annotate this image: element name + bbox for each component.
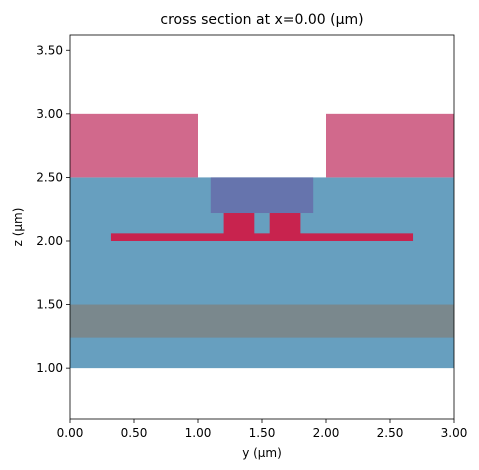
x-tick-label: 1.00 <box>185 426 212 440</box>
region-pad-right <box>326 113 454 178</box>
region-pad-left <box>70 113 198 178</box>
y-tick-label: 1.50 <box>36 298 63 312</box>
chart-title: cross section at x=0.00 (μm) <box>160 12 363 28</box>
y-tick-label: 2.00 <box>36 234 63 248</box>
x-tick-label: 2.00 <box>313 426 340 440</box>
region-trench <box>210 177 314 214</box>
x-tick-label: 1.50 <box>249 426 276 440</box>
x-ticks: 0.00 0.50 1.00 1.50 2.00 2.50 3.00 <box>57 419 468 440</box>
region-slab <box>110 233 414 241</box>
region-box-layer <box>70 304 454 338</box>
x-tick-label: 3.00 <box>441 426 468 440</box>
region-rib-left <box>223 213 255 241</box>
regions-layer <box>70 113 454 369</box>
x-axis-label: y (μm) <box>242 446 282 460</box>
x-tick-label: 0.50 <box>121 426 148 440</box>
x-tick-label: 2.50 <box>377 426 404 440</box>
x-tick-label: 0.00 <box>57 426 84 440</box>
y-tick-label: 3.00 <box>36 107 63 121</box>
y-axis-label: z (μm) <box>11 208 25 247</box>
y-tick-label: 2.50 <box>36 170 63 184</box>
y-ticks: 1.00 1.50 2.00 2.50 3.00 3.50 <box>36 43 70 375</box>
y-tick-label: 3.50 <box>36 43 63 57</box>
y-tick-label: 1.00 <box>36 361 63 375</box>
region-rib-right <box>269 213 301 241</box>
